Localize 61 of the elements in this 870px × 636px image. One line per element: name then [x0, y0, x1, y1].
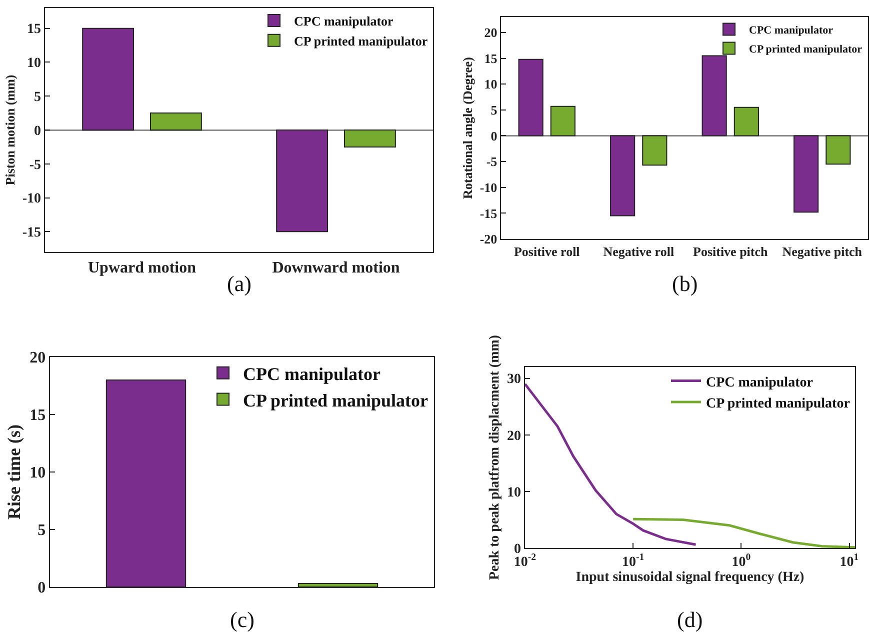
- x-tick-label: Negative pitch: [782, 244, 863, 259]
- text: (b): [672, 271, 698, 296]
- y-tick-label: 20: [507, 428, 521, 444]
- y-axis-title: Piston motion (mm): [2, 74, 18, 186]
- y-tick-label: -15: [480, 206, 498, 221]
- y-tick-label: 10: [484, 76, 498, 92]
- x-tick-label: Positive roll: [514, 244, 580, 259]
- y-axis-title: Peak to peak platfrom displacment (mm): [488, 334, 503, 580]
- y-tick-label: 20: [484, 25, 498, 40]
- y-tick-label: 15: [27, 22, 41, 38]
- x-tick-label: Negative roll: [603, 244, 674, 259]
- x-tick-label: 10$^{1}$: [840, 552, 859, 570]
- text: (c): [230, 607, 254, 632]
- x-axis-title: Input sinusoidal signal frequency (Hz): [576, 570, 805, 586]
- bar: [734, 106, 759, 136]
- y-tick-label: -10: [480, 180, 498, 195]
- text: (a): [227, 271, 252, 296]
- y-tick-label: 0: [34, 124, 41, 139]
- legend-label: CP printed manipulator: [706, 396, 850, 412]
- bar: [82, 28, 134, 130]
- y-tick-label: 0: [490, 128, 498, 144]
- y-tick-label: -20: [480, 232, 498, 247]
- y-tick-label: -5: [29, 158, 41, 173]
- x-tick-label: Positive pitch: [693, 244, 769, 259]
- legend-label: CPC manipulator: [294, 14, 394, 29]
- legend-label: CP printed manipulator: [243, 390, 428, 410]
- bar: [794, 135, 819, 213]
- legend-label: CP printed manipulator: [294, 33, 428, 48]
- y-tick-label: 5: [38, 522, 46, 540]
- bar: [550, 106, 576, 136]
- bar: [150, 112, 202, 130]
- y-tick-label: 15: [484, 50, 498, 66]
- y-tick-label: -10: [22, 192, 41, 207]
- legend-label: CPC manipulator: [243, 364, 381, 384]
- y-tick-label: 20: [30, 350, 46, 367]
- y-tick-label: 0: [38, 580, 46, 597]
- x-tick-label: 10$^{0}$: [732, 552, 751, 570]
- y-axis-title: Rotational angle (Degree): [460, 56, 475, 200]
- x-tick-label: Downward motion: [272, 259, 400, 276]
- y-tick-label: -15: [22, 226, 41, 241]
- x-tick-label: 10$^{-1}$: [622, 552, 644, 570]
- y-tick-label: 30: [507, 372, 521, 388]
- bar: [518, 58, 544, 136]
- y-tick-label: 5: [490, 102, 498, 118]
- x-tick-label: Upward motion: [88, 259, 196, 276]
- bar: [344, 130, 396, 148]
- text: (d): [677, 607, 703, 632]
- legend-label: CPC manipulator: [706, 375, 813, 390]
- legend-label: CP printed manipulator: [749, 44, 862, 56]
- y-axis-title: Rise time (s): [4, 424, 24, 520]
- y-tick-label: 15: [30, 407, 46, 424]
- y-tick-label: -5: [486, 154, 498, 170]
- y-tick-label: 10: [507, 485, 521, 500]
- bar: [610, 135, 636, 216]
- bar: [642, 135, 668, 166]
- bar: [276, 130, 328, 232]
- bar: [826, 135, 851, 165]
- y-tick-label: 10: [30, 464, 46, 482]
- y-tick-label: 10: [27, 56, 41, 72]
- y-tick-label: 5: [34, 90, 41, 106]
- legend-label: CPC manipulator: [749, 24, 834, 37]
